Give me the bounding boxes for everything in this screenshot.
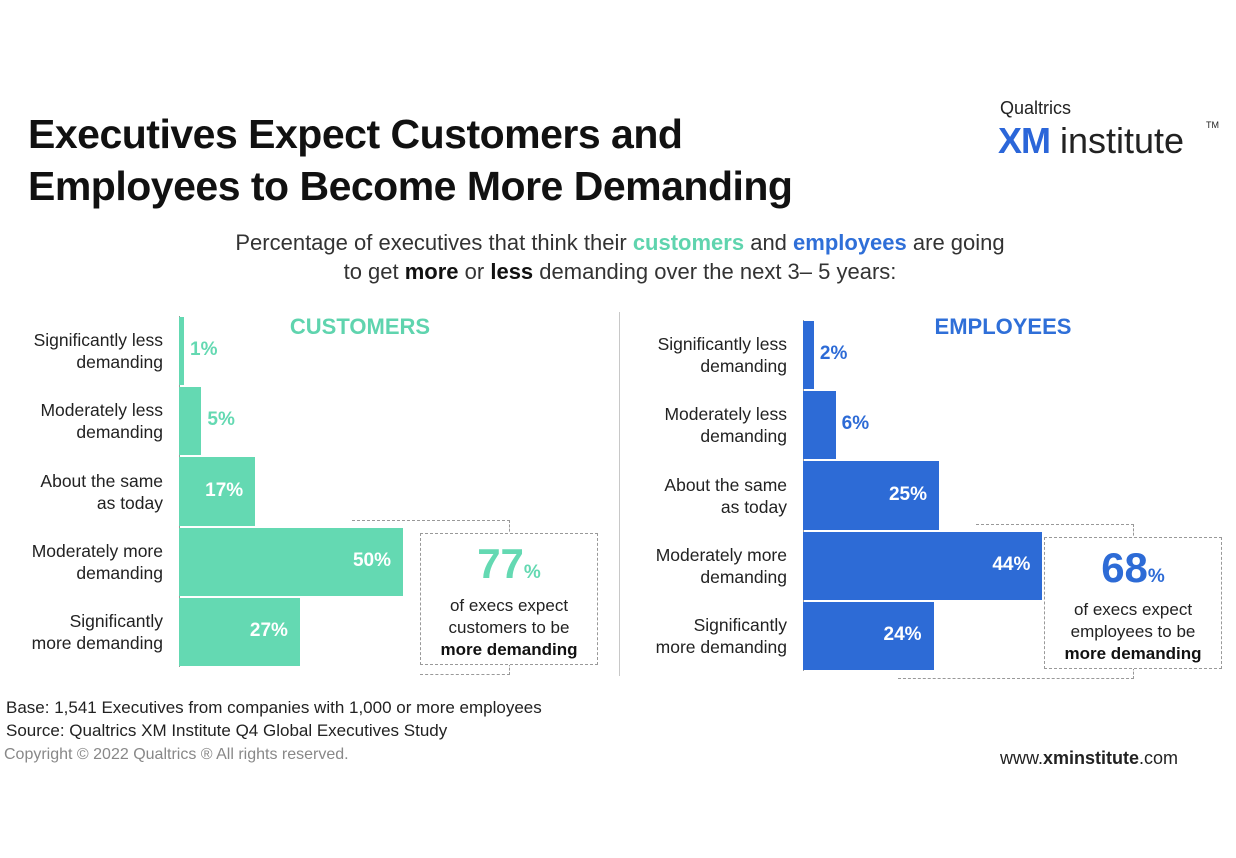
category-label-line: demanding [700, 356, 787, 377]
bar [803, 461, 939, 530]
subtitle-text: are going [906, 230, 1005, 255]
category-label-line: Significantly [69, 610, 163, 631]
source-note: Source: Qualtrics XM Institute Q4 Global… [6, 721, 448, 740]
xm-institute-logo: Qualtrics XM institute TM [998, 98, 1223, 168]
bracket-bottom [420, 659, 510, 675]
bar [803, 531, 1043, 600]
subtitle-text: demanding over the next 3– 5 years: [533, 259, 897, 284]
category-label-line: demanding [76, 562, 163, 583]
bar-value-label: 2% [819, 343, 848, 365]
category-label-line: more demanding [655, 636, 787, 657]
subtitle-text: or [458, 259, 491, 284]
callout-unit: % [523, 561, 541, 583]
category-label-line: demanding [76, 422, 163, 443]
category-label: Significantly more demanding [617, 614, 787, 658]
employees-chart-title: EMPLOYEES [934, 314, 1072, 339]
panel-divider [619, 312, 620, 676]
category-label-line: About the same [40, 470, 163, 491]
category-label: About the same as today [0, 470, 163, 514]
bar-value-label: 17% [205, 479, 244, 501]
logo-tm-text: TM [1206, 120, 1219, 130]
callout-box: 68% of execs expect employees to be more de… [1044, 536, 1222, 669]
bracket-top [352, 519, 510, 536]
category-label: About the same as today [617, 474, 787, 518]
subtitle-less: less [490, 259, 534, 284]
category-label-line: Significantly less [33, 330, 163, 351]
category-label: Moderately more demanding [617, 544, 787, 588]
chart-footnote: Base: 1,541 Executives from companies wi… [6, 696, 542, 742]
subtitle-line-1: Percentage of executives that think thei… [170, 228, 1070, 257]
bar-value-label: 5% [207, 409, 235, 431]
callout-text: customers to be [448, 617, 570, 637]
callout-text: more demanding [1064, 643, 1202, 663]
category-label-line: About the same [664, 474, 787, 495]
category-label-line: Moderately less [40, 400, 163, 421]
url-prefix: www. [1000, 748, 1044, 768]
category-label: Moderately less demanding [0, 399, 163, 443]
bar-value-label: 24% [883, 623, 922, 645]
callout-box: 77% of execs expect customers to be more de… [420, 532, 598, 665]
bar-value-label: 1% [190, 339, 218, 361]
subtitle-line-2: to get more or less demanding over the n… [170, 257, 1070, 286]
bar [179, 317, 184, 386]
bar [179, 387, 202, 456]
chart-subtitle: Percentage of executives that think thei… [170, 228, 1070, 286]
subtitle-more: more [404, 259, 459, 284]
category-label-line: as today [96, 492, 163, 513]
website-link[interactable]: www.xminstitute.com [1000, 748, 1178, 769]
callout-value: 77% [477, 539, 541, 587]
url-domain: xminstitute [1043, 748, 1140, 768]
bar-value-label: 50% [352, 549, 391, 571]
category-label-line: demanding [700, 426, 787, 447]
category-label-line: Moderately less [664, 404, 787, 425]
subtitle-text: Percentage of executives that think thei… [235, 230, 633, 255]
subtitle-customers: customers [632, 230, 745, 255]
category-label-line: Moderately more [655, 544, 787, 565]
title-line-2: Employees to Become More Demanding [28, 163, 793, 209]
subtitle-text: and [744, 230, 794, 255]
category-label-line: demanding [76, 352, 163, 373]
callout-text: employees to be [1070, 621, 1196, 641]
bar-value-label: 25% [888, 483, 927, 505]
bar [803, 601, 934, 670]
bar [179, 457, 256, 526]
logo-institute-text: institute [1060, 120, 1185, 161]
customers-chart-title: CUSTOMERS [289, 314, 431, 339]
category-label: Moderately more demanding [0, 540, 163, 584]
category-label-line: Moderately more [31, 540, 163, 561]
bar-value-label: 27% [249, 619, 288, 641]
callout-value: 68% [1101, 543, 1165, 591]
category-label-line: Significantly [693, 614, 787, 635]
url-suffix: .com [1139, 748, 1179, 768]
category-label-line: more demanding [31, 632, 163, 653]
logo-qualtrics-text: Qualtrics [1000, 98, 1072, 118]
category-label: Significantly less demanding [617, 333, 787, 377]
bracket-bottom [898, 663, 1134, 679]
subtitle-text: to get [343, 259, 405, 284]
bar [803, 391, 836, 460]
category-label: Significantly more demanding [0, 610, 163, 654]
bar-value-label: 44% [992, 553, 1031, 575]
copyright-note: Copyright © 2022 Qualtrics ® All rights … [4, 746, 349, 763]
category-label-line: as today [720, 496, 787, 517]
base-note: Base: 1,541 Executives from companies wi… [6, 698, 542, 717]
subtitle-employees: employees [793, 230, 907, 255]
category-label: Significantly less demanding [0, 329, 163, 373]
bracket-top [976, 523, 1134, 540]
bar-value-label: 6% [841, 413, 870, 435]
callout-text: more demanding [440, 639, 578, 659]
logo-xm-text: XM [998, 120, 1051, 161]
bar [803, 321, 814, 390]
bar [179, 597, 300, 666]
callout-text: of execs expect [449, 595, 569, 615]
category-label-line: Significantly less [657, 334, 787, 355]
category-label-line: demanding [700, 566, 787, 587]
page-title: Executives Expect Customers and Employee… [28, 108, 908, 212]
callout-unit: % [1147, 565, 1165, 587]
title-line-1: Executives Expect Customers and [28, 111, 683, 157]
callout-text: of execs expect [1073, 599, 1193, 619]
category-label: Moderately less demanding [617, 403, 787, 447]
bar [179, 527, 403, 596]
